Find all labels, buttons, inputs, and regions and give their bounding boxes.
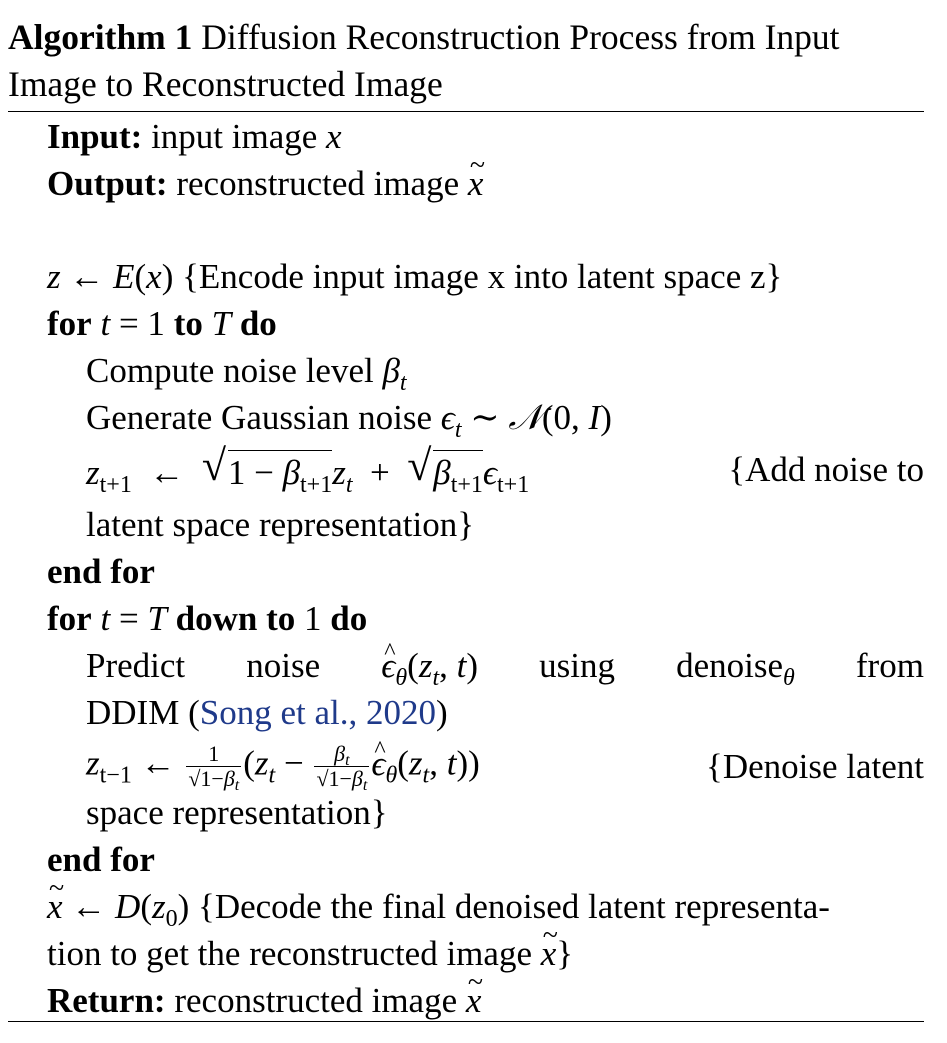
compute-noise-line: Compute noise level βt [86,351,407,396]
predict-noise-line: Predict noise ϵθ(zt, t) using denoiseθ f… [86,632,924,690]
end-for-1: end for [47,552,155,591]
algorithm-label: Algorithm 1 [8,17,193,57]
algorithm-block: Algorithm 1 Diffusion Reconstruction Pro… [8,14,924,1022]
return-line: Return: reconstructed image x [47,963,483,1021]
add-noise-line-cont: latent space representation} [86,505,475,544]
top-rule [8,111,924,112]
fraction-one-over-sqrt: 1 √1−βt [186,741,242,794]
sqrt-beta: √ βt+1 [407,441,483,498]
algorithm-title-line1: Diffusion Reconstruction Process from In… [201,17,840,57]
for-loop1-header: for t = 1 to T do [47,304,277,343]
decode-line: x ← D(z0) {Decode the final denoised lat… [47,869,830,931]
encode-comment: {Encode input image x into latent space … [182,257,783,296]
add-noise-line: zt+1 ← √ 1 − βt+1zt + √ βt+1ϵt+1 {Add nois… [86,441,924,498]
denoise-line-cont: space representation} [86,793,388,832]
algorithm-title-line2: Image to Reconstructed Image [8,64,443,104]
bottom-rule [8,1021,924,1022]
for-loop2-header: for t = T down to 1 do [47,599,368,638]
sqrt-one-minus-beta: √ 1 − βt+1 [201,441,333,498]
decode-line-cont: tion to get the reconstructed image x} [47,916,573,974]
algorithm-caption: Algorithm 1 Diffusion Reconstruction Pro… [8,14,924,108]
end-for-2: end for [47,840,155,879]
encode-line: z ← E(x) {Encode input image x into late… [47,257,783,296]
citation-link[interactable]: Song et al., 2020 [199,693,436,732]
gaussian-noise-line: Generate Gaussian noise ϵt ∼ 𝒩(0, I) [86,398,612,443]
input-line: Input: input image x [47,117,342,156]
output-line: Output: reconstructed image x [47,146,485,204]
fraction-beta-over-sqrt: βt √1−βt [314,741,370,794]
denoise-line: zt−1 ← 1√1−βt(zt − βt√1−βtϵθ(zt, t)) {De… [86,730,924,794]
ddim-line: DDIM (Song et al., 2020) [86,693,448,732]
